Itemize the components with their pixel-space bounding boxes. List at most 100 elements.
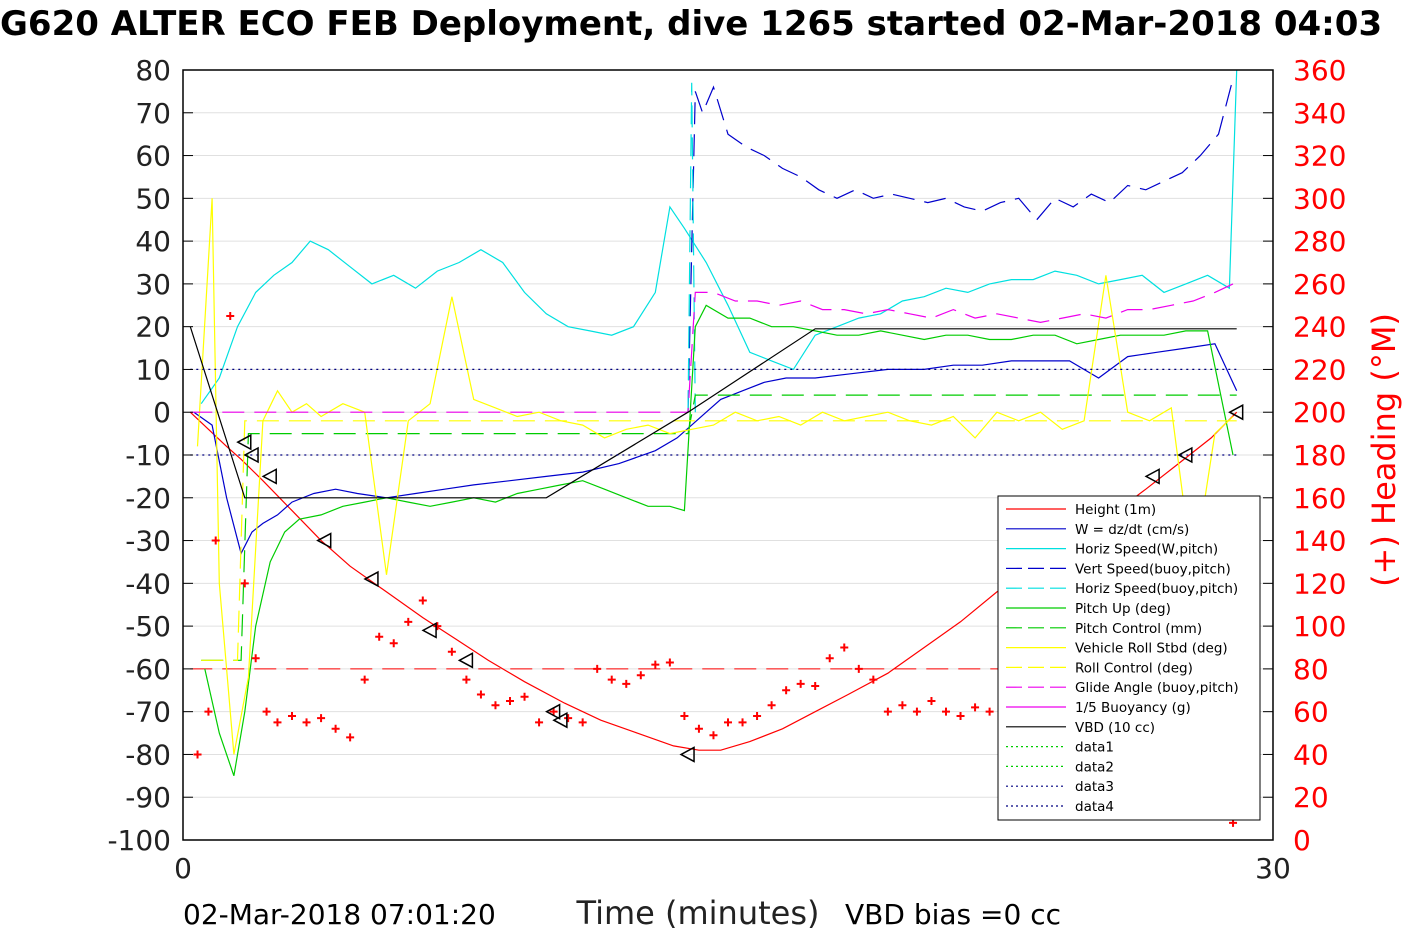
- heading-point: [447, 647, 456, 656]
- heading-point: [782, 686, 791, 695]
- heading-point: [211, 536, 220, 545]
- legend-label: data3: [1075, 779, 1114, 795]
- axes: 80706050403020100-10-20-30-40-50-60-70-8…: [107, 54, 1403, 932]
- dive-marker: [316, 532, 332, 549]
- dive-marker: [261, 468, 277, 485]
- heading-point: [622, 679, 631, 688]
- y-tick-label: 40: [135, 225, 171, 258]
- y2-tick-label: 220: [1293, 353, 1346, 386]
- legend-label: W = dz/dt (cm/s): [1075, 522, 1189, 538]
- dive-marker: [363, 570, 379, 588]
- footer-timestamp: 02-Mar-2018 07:01:20: [183, 898, 496, 931]
- y-tick-label: -60: [125, 653, 171, 686]
- heading-point: [520, 692, 529, 701]
- heading-point: [302, 718, 311, 727]
- dive-marker: [421, 622, 437, 639]
- series-layer: [189, 69, 1244, 827]
- dive-marker: [545, 703, 561, 720]
- heading-point: [317, 714, 326, 723]
- heading-point: [360, 675, 369, 684]
- dive-marker: [236, 433, 252, 451]
- heading-point: [709, 731, 718, 740]
- heading-point: [971, 703, 980, 712]
- y2-tick-label: 180: [1293, 439, 1346, 472]
- heading-point: [193, 750, 202, 759]
- chart-title: G620 ALTER ECO FEB Deployment, dive 1265…: [0, 4, 1383, 44]
- series-line-glide-angle-buoy-pitch-: [190, 283, 1234, 413]
- heading-point: [262, 707, 271, 716]
- y-tick-label: -30: [125, 525, 171, 558]
- series-line-vert-speed-buoy-pitch-: [687, 78, 1234, 413]
- x-axis-label: Time (minutes): [576, 894, 820, 932]
- dive-marker: [457, 652, 474, 669]
- y-tick-label: 0: [153, 396, 171, 429]
- heading-point: [404, 617, 413, 626]
- y-tick-label: -10: [125, 439, 171, 472]
- legend: Height (1m) W = dz/dt (cm/s) Horiz Speed(W…: [997, 495, 1261, 821]
- heading-point: [240, 579, 249, 588]
- heading-point: [593, 664, 602, 673]
- y2-tick-label: 200: [1293, 396, 1346, 429]
- y2-tick-label: 300: [1293, 182, 1346, 215]
- legend-label: 1/5 Buoyancy (g): [1075, 700, 1191, 716]
- legend-label: Pitch Up (deg): [1075, 601, 1171, 617]
- y2-tick-label: 320: [1293, 140, 1346, 173]
- heading-point: [840, 643, 849, 652]
- y2-tick-label: 20: [1293, 781, 1329, 814]
- legend-label: data4: [1075, 799, 1114, 815]
- y-tick-label: -20: [125, 482, 171, 515]
- y-tick-label: -90: [125, 781, 171, 814]
- legend-label: Glide Angle (buoy,pitch): [1075, 680, 1239, 696]
- heading-point: [738, 718, 747, 727]
- heading-point: [331, 724, 340, 733]
- y2-tick-label: 40: [1293, 738, 1329, 771]
- legend-label: Horiz Speed(buoy,pitch): [1075, 581, 1238, 597]
- y-tick-label: -80: [125, 738, 171, 771]
- dive-marker: [1228, 403, 1244, 421]
- heading-point: [694, 724, 703, 733]
- heading-point: [811, 682, 820, 690]
- legend-label: data2: [1075, 759, 1114, 775]
- y-tick-label: 30: [135, 268, 171, 301]
- heading-point: [506, 696, 514, 705]
- heading-point: [251, 654, 260, 663]
- heading-point: [535, 718, 544, 727]
- heading-point: [375, 632, 384, 641]
- heading-point: [578, 718, 587, 727]
- heading-point: [825, 654, 834, 663]
- series-line-pitch-up-deg-: [204, 304, 1234, 776]
- heading-point: [985, 707, 994, 716]
- y2-tick-label: 240: [1293, 311, 1346, 344]
- legend-label: Height (1m): [1075, 502, 1156, 518]
- y2-tick-label: 160: [1293, 482, 1346, 515]
- y-tick-label: 10: [135, 353, 171, 386]
- y2-tick-label: 140: [1293, 525, 1346, 558]
- heading-point: [389, 639, 398, 648]
- heading-point: [883, 707, 892, 716]
- heading-point: [956, 711, 965, 720]
- heading-point: [912, 707, 921, 716]
- heading-point: [636, 671, 645, 680]
- heading-point: [927, 696, 936, 705]
- y-tick-label: -70: [125, 696, 171, 729]
- y2-tick-label: 280: [1293, 225, 1346, 258]
- y-tick-label: 50: [135, 182, 171, 215]
- legend-label: Vehicle Roll Stbd (deg): [1075, 641, 1228, 657]
- y-tick-label: -40: [125, 567, 171, 600]
- heading-point: [753, 711, 762, 720]
- y-tick-label: 80: [135, 54, 171, 87]
- series-line-vehicle-roll-stbd-deg-: [196, 198, 1234, 755]
- heading-point: [273, 718, 282, 727]
- legend-label: Vert Speed(buoy,pitch): [1075, 561, 1231, 577]
- legend-label: Roll Control (deg): [1075, 660, 1193, 676]
- y-tick-label: -100: [107, 824, 171, 857]
- y2-tick-label: 360: [1293, 54, 1346, 87]
- footer-vbd-bias: VBD bias =0 cc: [845, 898, 1061, 931]
- heading-point: [869, 675, 878, 684]
- legend-label: VBD (10 cc): [1075, 720, 1155, 736]
- y2-tick-label: 100: [1293, 610, 1346, 643]
- series-line-horiz-speed-buoy-pitch-: [687, 82, 696, 413]
- dive-marker: [243, 446, 259, 464]
- series-line-horiz-speed-w-pitch-: [200, 69, 1238, 405]
- heading-point: [724, 718, 732, 727]
